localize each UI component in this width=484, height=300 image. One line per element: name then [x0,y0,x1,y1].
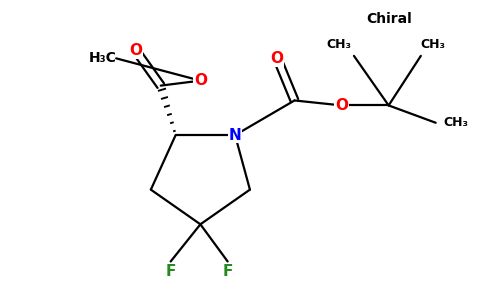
Text: CH₃: CH₃ [443,116,468,129]
Text: F: F [166,264,176,279]
Text: CH₃: CH₃ [327,38,351,51]
Text: CH₃: CH₃ [421,38,446,51]
Text: O: O [335,98,348,113]
Text: O: O [271,51,284,66]
Text: Chiral: Chiral [366,12,411,26]
Text: O: O [194,73,207,88]
Text: N: N [228,128,242,142]
Text: O: O [130,44,142,59]
Text: F: F [223,264,233,279]
Text: H₃C: H₃C [88,51,116,65]
